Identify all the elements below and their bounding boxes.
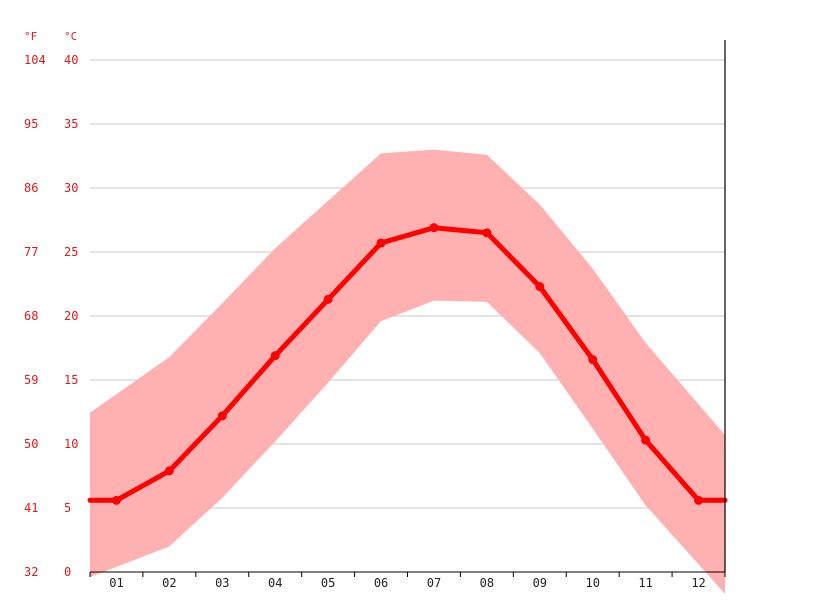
y-tick-label-celsius: 30: [64, 181, 78, 195]
y-tick-label-fahrenheit: 95: [24, 117, 38, 131]
y-tick-label-fahrenheit: 41: [24, 501, 38, 515]
average-temperature-point: [111, 495, 121, 505]
x-tick-label: 04: [268, 576, 282, 590]
y-tick-label-celsius: 5: [64, 501, 71, 515]
temperature-range-area: [90, 149, 725, 594]
y-axis-ticks: 32 0 41 5 50 10 59 15 68 20 77 25 86 30 95 35 104 40: [24, 53, 78, 579]
celsius-unit-label: °C: [64, 30, 77, 43]
y-tick-label-celsius: 15: [64, 373, 78, 387]
x-tick-label: 03: [215, 576, 229, 590]
average-temperature-point: [482, 228, 492, 238]
average-temperature-series: [87, 223, 728, 505]
y-tick-label-fahrenheit: 59: [24, 373, 38, 387]
average-temperature-point: [535, 282, 545, 292]
average-temperature-point: [270, 351, 280, 361]
temperature-range-band: [90, 149, 725, 594]
average-temperature-point: [217, 411, 227, 421]
x-tick-label: 10: [585, 576, 599, 590]
average-temperature-point: [429, 223, 439, 233]
average-temperature-point: [694, 495, 704, 505]
y-tick-label-celsius: 40: [64, 53, 78, 67]
x-axis: 01 02 03 04 05 06 07 08 09 10 11 12: [89, 571, 726, 590]
y-tick-label-celsius: 25: [64, 245, 78, 259]
x-tick-label: 05: [321, 576, 335, 590]
x-tick-label: 02: [162, 576, 176, 590]
y-tick-label-celsius: 35: [64, 117, 78, 131]
x-tick-label: 07: [427, 576, 441, 590]
y-tick-label-fahrenheit: 86: [24, 181, 38, 195]
average-temperature-point: [164, 466, 174, 476]
y-tick-label-fahrenheit: 104: [24, 53, 46, 67]
y-tick-label-fahrenheit: 50: [24, 437, 38, 451]
x-tick-label: 01: [109, 576, 123, 590]
y-tick-label-fahrenheit: 77: [24, 245, 38, 259]
fahrenheit-unit-label: °F: [24, 30, 37, 43]
y-tick-label-fahrenheit: 32: [24, 565, 38, 579]
x-tick-label: 06: [374, 576, 388, 590]
average-temperature-point: [323, 294, 333, 304]
average-temperature-line: [87, 225, 728, 503]
average-temperature-point: [641, 435, 651, 445]
y-tick-label-fahrenheit: 68: [24, 309, 38, 323]
x-tick-label: 08: [480, 576, 494, 590]
y-tick-label-celsius: 10: [64, 437, 78, 451]
x-tick-label: 11: [638, 576, 652, 590]
average-temperature-point: [588, 355, 598, 365]
y-tick-label-celsius: 0: [64, 565, 71, 579]
average-temperature-point: [376, 238, 386, 248]
x-tick-label: 12: [691, 576, 705, 590]
x-tick-label: 09: [533, 576, 547, 590]
y-tick-label-celsius: 20: [64, 309, 78, 323]
